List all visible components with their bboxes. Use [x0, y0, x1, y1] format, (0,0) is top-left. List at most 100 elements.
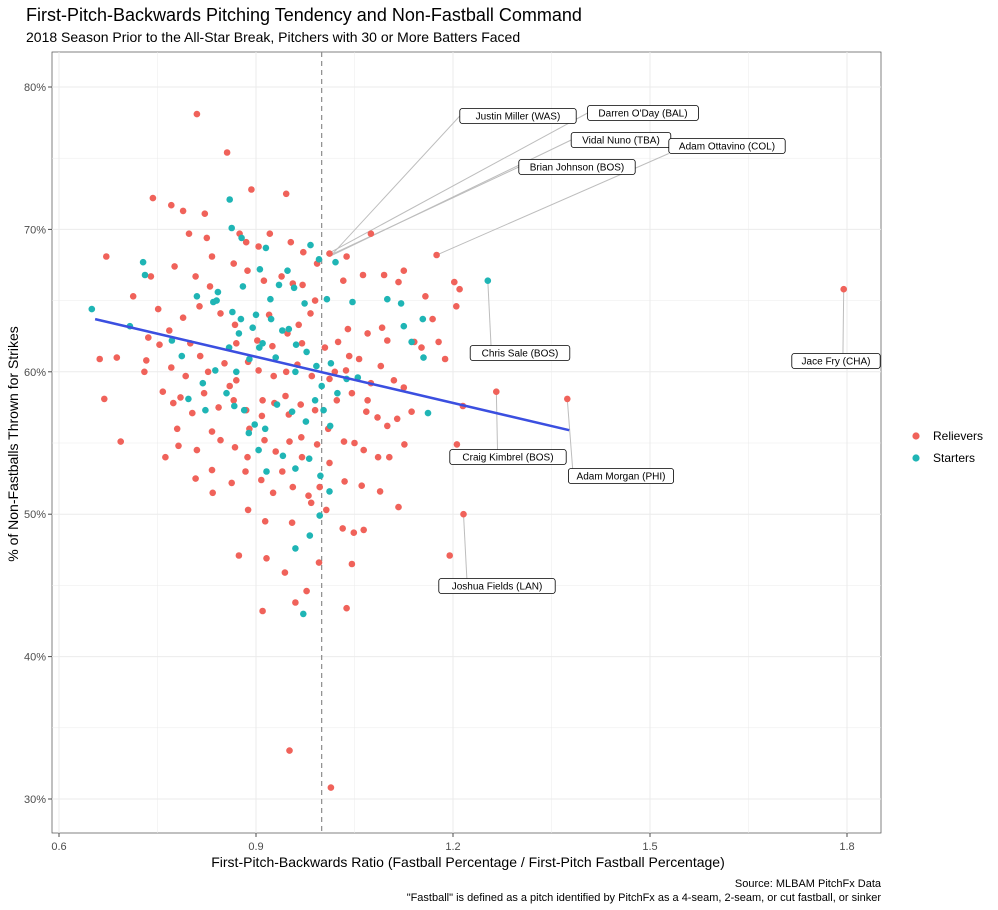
annotation-box [518, 159, 636, 175]
point-starters [292, 341, 300, 349]
annotation-leader [566, 398, 574, 469]
point-starters [245, 429, 253, 437]
point-relievers [266, 230, 274, 237]
point-starters [202, 406, 209, 414]
point-relievers [348, 389, 356, 397]
point-relievers [292, 599, 299, 606]
point-relievers [282, 190, 290, 198]
point-relievers [384, 422, 391, 430]
point-relievers [269, 342, 276, 350]
legend-swatch-starters [912, 454, 920, 462]
point-starters [272, 354, 280, 361]
y-tick-label: 30% [24, 794, 46, 806]
point-relievers [270, 372, 278, 380]
point-relievers [242, 468, 249, 475]
point-relievers [564, 395, 571, 403]
point-relievers [192, 475, 199, 482]
point-relievers [326, 459, 333, 467]
point-relievers [260, 277, 268, 285]
point-relievers [297, 401, 305, 408]
point-relievers [269, 489, 277, 497]
point-starters [320, 406, 327, 414]
point-relievers [288, 519, 296, 526]
point-relievers [179, 314, 187, 322]
point-relievers [272, 448, 280, 455]
point-relievers [340, 438, 348, 445]
point-starters [484, 277, 492, 285]
point-starters [292, 545, 299, 552]
point-relievers [326, 375, 333, 383]
point-relievers [282, 368, 290, 376]
annotation-label: Justin Miller (WAS) [476, 112, 561, 123]
point-relievers [113, 354, 121, 361]
point-starters [400, 322, 408, 330]
point-starters [228, 224, 235, 232]
point-relievers [258, 412, 266, 420]
annotation-label: Adam Morgan (PHI) [577, 472, 666, 483]
point-starters [323, 295, 331, 303]
point-relievers [374, 453, 382, 461]
point-starters [327, 360, 335, 367]
annotation-leader [842, 289, 845, 354]
point-starters [316, 512, 324, 519]
point-starters [349, 298, 356, 306]
point-starters [408, 338, 415, 346]
annotation-label: Brian Johnson (BOS) [530, 163, 625, 174]
point-relievers [395, 503, 402, 511]
point-relievers [358, 482, 366, 490]
point-starters [307, 241, 314, 249]
point-relievers [441, 355, 449, 363]
point-relievers [231, 444, 239, 451]
x-tick-label: 0.6 [51, 841, 66, 853]
point-relievers [230, 260, 237, 267]
point-starters [212, 367, 219, 374]
point-relievers [367, 230, 375, 237]
point-relievers [422, 293, 429, 300]
point-starters [288, 408, 296, 416]
point-starters [311, 397, 319, 404]
point-starters [226, 196, 233, 203]
point-relievers [244, 506, 252, 514]
point-relievers [103, 253, 110, 260]
point-relievers [259, 607, 266, 615]
point-relievers [360, 446, 368, 454]
point-relievers [259, 397, 266, 404]
point-relievers [348, 560, 356, 568]
y-tick-label: 40% [24, 652, 46, 664]
point-relievers [435, 338, 442, 346]
point-relievers [343, 253, 350, 260]
point-relievers [289, 483, 297, 491]
point-relievers [299, 281, 306, 289]
point-relievers [298, 340, 306, 347]
point-starters [139, 258, 147, 266]
point-relievers [235, 552, 243, 559]
point-relievers [166, 327, 173, 334]
annotation-leader [331, 115, 461, 256]
point-relievers [408, 408, 415, 416]
point-relievers [350, 529, 358, 536]
point-relievers [298, 434, 305, 441]
point-relievers [233, 377, 240, 384]
point-relievers [282, 392, 289, 400]
point-relievers [287, 238, 295, 246]
chart-subtitle: 2018 Season Prior to the All-Star Break,… [26, 29, 520, 45]
point-relievers [215, 404, 222, 411]
point-relievers [433, 251, 440, 259]
point-relievers [217, 310, 224, 317]
point-relievers [286, 747, 293, 754]
point-relievers [228, 479, 235, 487]
point-starters [318, 382, 326, 390]
x-tick-label: 1.5 [642, 841, 657, 853]
point-starters [252, 311, 260, 319]
point-relievers [129, 293, 137, 300]
point-relievers [248, 186, 255, 193]
point-starters [284, 267, 291, 275]
point-relievers [333, 397, 341, 404]
point-relievers [343, 604, 350, 612]
point-relievers [255, 367, 262, 374]
caption-source: Source: MLBAM PitchFx Data [735, 878, 882, 890]
y-tick-label: 80% [24, 82, 46, 94]
point-relievers [390, 377, 398, 384]
annotation-box [668, 138, 786, 154]
y-tick-label: 70% [24, 224, 46, 236]
